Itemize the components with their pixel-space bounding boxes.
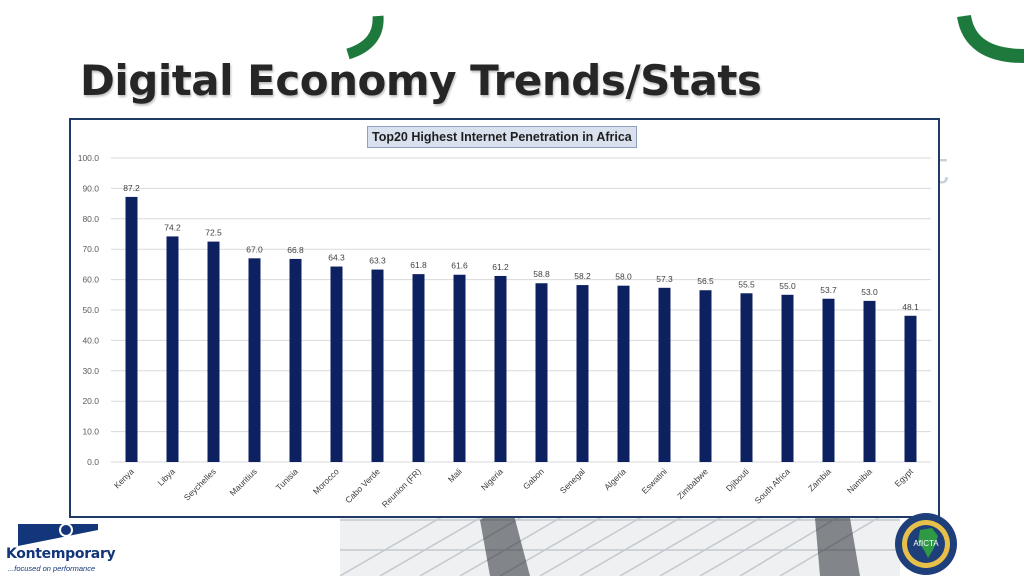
y-tick-label: 90.0: [82, 183, 99, 193]
x-tick-label: Cabo Verde: [343, 466, 382, 505]
data-label: 58.0: [615, 272, 632, 282]
data-label: 58.8: [533, 269, 550, 279]
data-label: 66.8: [287, 245, 304, 255]
bar: [371, 269, 384, 462]
data-label: 87.2: [123, 183, 140, 193]
x-tick-label: Libya: [155, 466, 177, 488]
data-label: 72.5: [205, 228, 222, 238]
x-tick-label: Mali: [446, 466, 464, 484]
green-arc-decoration: [346, 15, 384, 60]
bar: [453, 274, 466, 462]
data-label: 55.0: [779, 281, 796, 291]
data-label: 57.3: [656, 274, 673, 284]
data-label: 56.5: [697, 276, 714, 286]
bar: [740, 293, 753, 462]
bar: [535, 283, 548, 462]
y-tick-label: 80.0: [82, 214, 99, 224]
y-tick-label: 10.0: [82, 427, 99, 437]
kontemporary-logo: Kontemporary ...focused on performance: [6, 520, 116, 574]
africta-seal-logo: AfICTA: [895, 513, 957, 575]
data-label: 48.1: [902, 302, 919, 312]
bar: [699, 290, 712, 462]
bar: [781, 294, 794, 462]
bar: [125, 196, 138, 463]
seal-text: AfICTA: [913, 539, 939, 548]
y-tick-label: 60.0: [82, 275, 99, 285]
x-tick-label: Algeria: [602, 466, 628, 492]
x-tick-label: South Africa: [752, 466, 792, 506]
bar: [330, 266, 343, 462]
y-tick-label: 50.0: [82, 305, 99, 315]
y-tick-label: 0.0: [87, 457, 99, 467]
logo-name: Kontemporary: [6, 546, 116, 562]
chart-panel: 0.0 10.0 20.0 30.0 40.0 50.0 60.0 70.0 80.0 90.0 1…: [69, 118, 940, 518]
bar-chart: 0.0 10.0 20.0 30.0 40.0 50.0 60.0 70.0 80.0 90.0 1…: [78, 153, 931, 509]
x-tick-label: Tunisia: [274, 466, 300, 492]
data-label: 61.8: [410, 260, 427, 270]
bar: [494, 275, 507, 462]
y-tick-label: 30.0: [82, 366, 99, 376]
green-arc-decoration-right: [957, 14, 1024, 63]
bar: [904, 315, 917, 462]
x-tick-label: Gabon: [521, 466, 546, 491]
data-label: 58.2: [574, 271, 591, 281]
data-label: 61.6: [451, 261, 468, 271]
x-tick-label: Djibouti: [724, 466, 751, 493]
y-tick-label: 70.0: [82, 244, 99, 254]
data-label: 61.2: [492, 262, 509, 272]
x-tick-label: Nigeria: [479, 466, 505, 492]
bar: [289, 258, 302, 462]
x-tick-label: Mauritius: [227, 466, 258, 497]
x-tick-label: Reunion (FR): [380, 466, 423, 509]
bar: [412, 274, 425, 462]
data-label: 53.7: [820, 285, 837, 295]
bar: [863, 300, 876, 462]
bar: [166, 236, 179, 462]
x-tick-label: Seychelles: [182, 466, 218, 502]
x-tick-label: Egypt: [892, 466, 915, 489]
data-label: 53.0: [861, 287, 878, 297]
data-label: 64.3: [328, 253, 345, 263]
chart-title: Top20 Highest Internet Penetration in Af…: [367, 126, 637, 148]
bar: [658, 287, 671, 462]
bar: [576, 285, 589, 462]
bar: [248, 258, 261, 462]
data-label: 63.3: [369, 256, 386, 266]
x-tick-label: Senegal: [558, 466, 587, 495]
bar: [207, 241, 220, 462]
y-tick-label: 100.0: [78, 153, 100, 163]
slide-title: Digital Economy Trends/Stats: [80, 56, 762, 105]
x-tick-label: Zambia: [806, 466, 833, 493]
bar: [617, 285, 630, 462]
x-tick-label: Namibia: [845, 466, 874, 495]
data-label: 74.2: [164, 222, 181, 232]
data-label: 55.5: [738, 279, 755, 289]
bar: [822, 298, 835, 462]
x-tick-label: Morocco: [311, 466, 341, 496]
data-label: 67.0: [246, 244, 263, 254]
y-tick-label: 20.0: [82, 396, 99, 406]
x-tick-label: Zimbabwe: [675, 466, 710, 501]
logo-mark-icon: [18, 523, 98, 546]
logo-tagline: ...focused on performance: [8, 564, 96, 573]
x-tick-label: Kenya: [112, 466, 136, 490]
x-tick-label: Eswatini: [639, 466, 669, 496]
y-tick-label: 40.0: [82, 335, 99, 345]
